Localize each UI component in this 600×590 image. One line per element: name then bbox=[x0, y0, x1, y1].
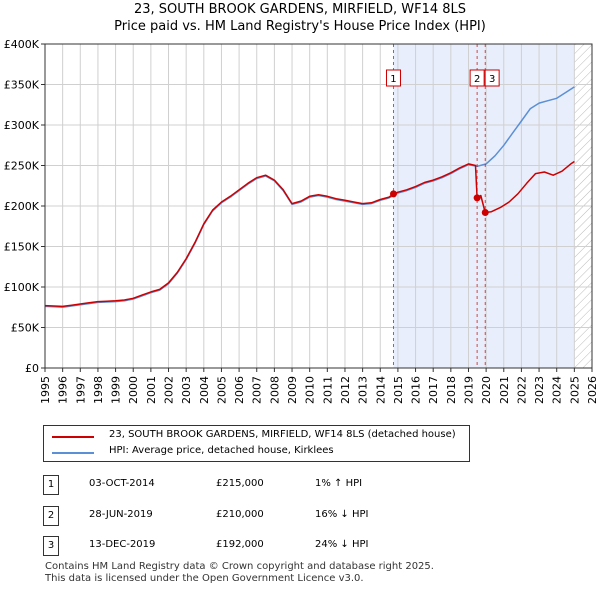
x-tick-label: 2025 bbox=[568, 376, 581, 404]
x-tick-label: 2012 bbox=[339, 376, 352, 404]
x-tick-label: 2009 bbox=[286, 376, 299, 404]
x-tick-label: 2020 bbox=[480, 376, 493, 404]
y-tick-label: £100K bbox=[4, 281, 40, 294]
x-tick-label: 2024 bbox=[551, 376, 564, 404]
x-tick-label: 2011 bbox=[321, 376, 334, 404]
y-tick-label: £150K bbox=[4, 241, 40, 254]
sale-price: £215,000 bbox=[216, 478, 264, 489]
x-tick-label: 1999 bbox=[110, 376, 123, 404]
sale-date: 28-JUN-2019 bbox=[89, 509, 153, 520]
series-line bbox=[44, 86, 575, 309]
x-tick-label: 1996 bbox=[57, 376, 70, 404]
sale-point bbox=[389, 190, 397, 198]
x-tick-label: 2001 bbox=[145, 376, 158, 404]
y-tick-label: £250K bbox=[4, 160, 40, 173]
x-tick-label: 2018 bbox=[445, 376, 458, 404]
sale-hpi-diff: 24% ↓ HPI bbox=[315, 539, 369, 550]
x-tick-label: 2026 bbox=[586, 376, 599, 404]
sale-point bbox=[481, 208, 489, 216]
x-tick-label: 2021 bbox=[498, 376, 511, 404]
sale-label: 1 bbox=[390, 74, 396, 85]
x-tick-label: 2017 bbox=[427, 376, 440, 404]
sale-point bbox=[473, 194, 481, 202]
x-tick-label: 2000 bbox=[127, 376, 140, 404]
x-tick-label: 2019 bbox=[462, 376, 475, 404]
sale-date: 03-OCT-2014 bbox=[89, 478, 155, 489]
sale-date: 13-DEC-2019 bbox=[89, 539, 156, 550]
x-tick-label: 2014 bbox=[374, 376, 387, 404]
x-tick-label: 2003 bbox=[180, 376, 193, 404]
sale-number: 2 bbox=[43, 506, 59, 526]
sale-label-box bbox=[385, 69, 401, 87]
x-tick-label: 1997 bbox=[74, 376, 87, 404]
x-tick-label: 2023 bbox=[533, 376, 546, 404]
y-tick-label: £200K bbox=[4, 200, 40, 213]
plot-border bbox=[44, 43, 593, 369]
legend-property-label: 23, SOUTH BROOK GARDENS, MIRFIELD, WF14 … bbox=[109, 429, 456, 440]
x-tick-label: 1995 bbox=[39, 376, 52, 404]
chart-subtitle: Price paid vs. HM Land Registry's House … bbox=[114, 19, 486, 34]
y-tick-label: £50K bbox=[11, 322, 40, 335]
sale-price: £210,000 bbox=[216, 509, 264, 520]
x-tick-label: 2022 bbox=[515, 376, 528, 404]
x-tick-label: 2002 bbox=[163, 376, 176, 404]
x-tick-label: 1998 bbox=[92, 376, 105, 404]
chart-legend: 23, SOUTH BROOK GARDENS, MIRFIELD, WF14 … bbox=[43, 425, 470, 462]
x-tick-label: 2004 bbox=[198, 376, 211, 404]
x-tick-label: 2006 bbox=[233, 376, 246, 404]
x-tick-label: 2013 bbox=[357, 376, 370, 404]
sale-label: 3 bbox=[489, 74, 495, 85]
chart-title: 23, SOUTH BROOK GARDENS, MIRFIELD, WF14 … bbox=[133, 2, 467, 17]
x-tick-label: 2005 bbox=[215, 376, 228, 404]
sale-price: £192,000 bbox=[216, 539, 264, 550]
legend-hpi-label: HPI: Average price, detached house, Kirk… bbox=[109, 445, 334, 456]
sale-hpi-diff: 1% ↑ HPI bbox=[315, 478, 363, 489]
sale-label-box bbox=[484, 69, 500, 87]
x-tick-label: 2008 bbox=[268, 376, 281, 404]
y-tick-label: £300K bbox=[4, 119, 40, 132]
y-tick-label: £350K bbox=[4, 79, 40, 92]
x-tick-label: 2010 bbox=[304, 376, 317, 404]
sale-number: 1 bbox=[43, 475, 59, 495]
footer-licence: This data is licensed under the Open Gov… bbox=[45, 573, 364, 584]
x-tick-label: 2007 bbox=[251, 376, 264, 404]
property-line-swatch bbox=[52, 436, 94, 438]
hpi-line-swatch bbox=[52, 452, 94, 454]
y-tick-label: £0 bbox=[25, 362, 39, 375]
sale-label: 2 bbox=[474, 74, 480, 85]
sale-label-box bbox=[469, 69, 485, 87]
sale-number: 3 bbox=[43, 536, 59, 556]
footer-copyright: Contains HM Land Registry data © Crown c… bbox=[45, 561, 434, 572]
y-tick-label: £400K bbox=[4, 38, 40, 51]
x-tick-label: 2015 bbox=[392, 376, 405, 404]
x-tick-label: 2016 bbox=[410, 376, 423, 404]
sale-hpi-diff: 16% ↓ HPI bbox=[315, 509, 369, 520]
